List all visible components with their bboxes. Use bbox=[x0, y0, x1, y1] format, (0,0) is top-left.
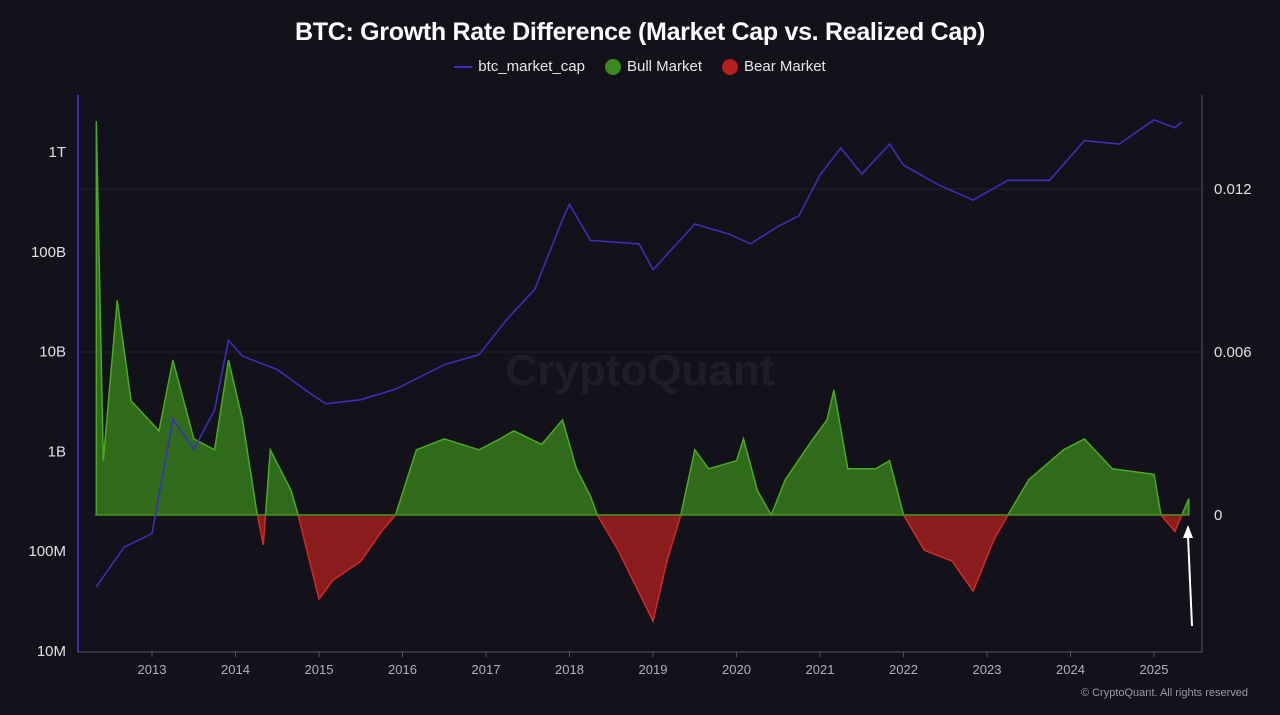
x-tick-label: 2022 bbox=[889, 662, 918, 677]
right-tick-label: 0 bbox=[1214, 507, 1222, 524]
watermark: CryptoQuant bbox=[506, 346, 775, 395]
legend-item-market-cap[interactable]: btc_market_cap bbox=[454, 58, 585, 75]
legend-label: Bear Market bbox=[744, 58, 826, 75]
x-tick-label: 2017 bbox=[472, 662, 501, 677]
green-dot-icon bbox=[605, 58, 621, 75]
right-tick-label: 0.012 bbox=[1214, 181, 1252, 198]
x-tick-label: 2015 bbox=[305, 662, 334, 677]
chart-title: BTC: Growth Rate Difference (Market Cap … bbox=[295, 18, 985, 46]
left-tick-label: 10M bbox=[37, 643, 66, 660]
x-tick-label: 2020 bbox=[722, 662, 751, 677]
legend-item-bull[interactable]: Bull Market bbox=[605, 58, 702, 75]
x-tick-label: 2013 bbox=[138, 662, 167, 677]
legend-label: btc_market_cap bbox=[478, 58, 585, 75]
copyright: © CryptoQuant. All rights reserved bbox=[1080, 687, 1248, 699]
left-tick-label: 100M bbox=[28, 543, 66, 560]
x-tick-label: 2023 bbox=[973, 662, 1002, 677]
x-tick-label: 2016 bbox=[388, 662, 417, 677]
x-tick-label: 2014 bbox=[221, 662, 250, 677]
red-dot-icon bbox=[722, 58, 739, 75]
annotation-arrow-shaft bbox=[1187, 535, 1193, 627]
legend-label: Bull Market bbox=[627, 58, 703, 75]
legend: btc_market_cap Bull Market Bear Market bbox=[0, 58, 1280, 75]
annotation-arrow-head bbox=[1183, 525, 1193, 538]
line-swatch-icon bbox=[454, 65, 473, 68]
right-tick-label: 0.006 bbox=[1214, 344, 1252, 361]
x-tick-label: 2021 bbox=[806, 662, 835, 677]
x-tick-label: 2019 bbox=[639, 662, 668, 677]
x-tick-label: 2024 bbox=[1056, 662, 1085, 677]
bear-market-area bbox=[95, 515, 1190, 624]
market-cap-line bbox=[95, 118, 1183, 588]
left-tick-label: 100B bbox=[31, 244, 66, 261]
left-tick-label: 10B bbox=[39, 344, 66, 361]
left-tick-label: 1T bbox=[48, 144, 66, 161]
left-tick-label: 1B bbox=[48, 443, 66, 460]
legend-item-bear[interactable]: Bear Market bbox=[722, 58, 826, 75]
x-tick-label: 2025 bbox=[1140, 662, 1169, 677]
x-tick-label: 2018 bbox=[555, 662, 584, 677]
bull-market-area bbox=[95, 121, 1190, 515]
